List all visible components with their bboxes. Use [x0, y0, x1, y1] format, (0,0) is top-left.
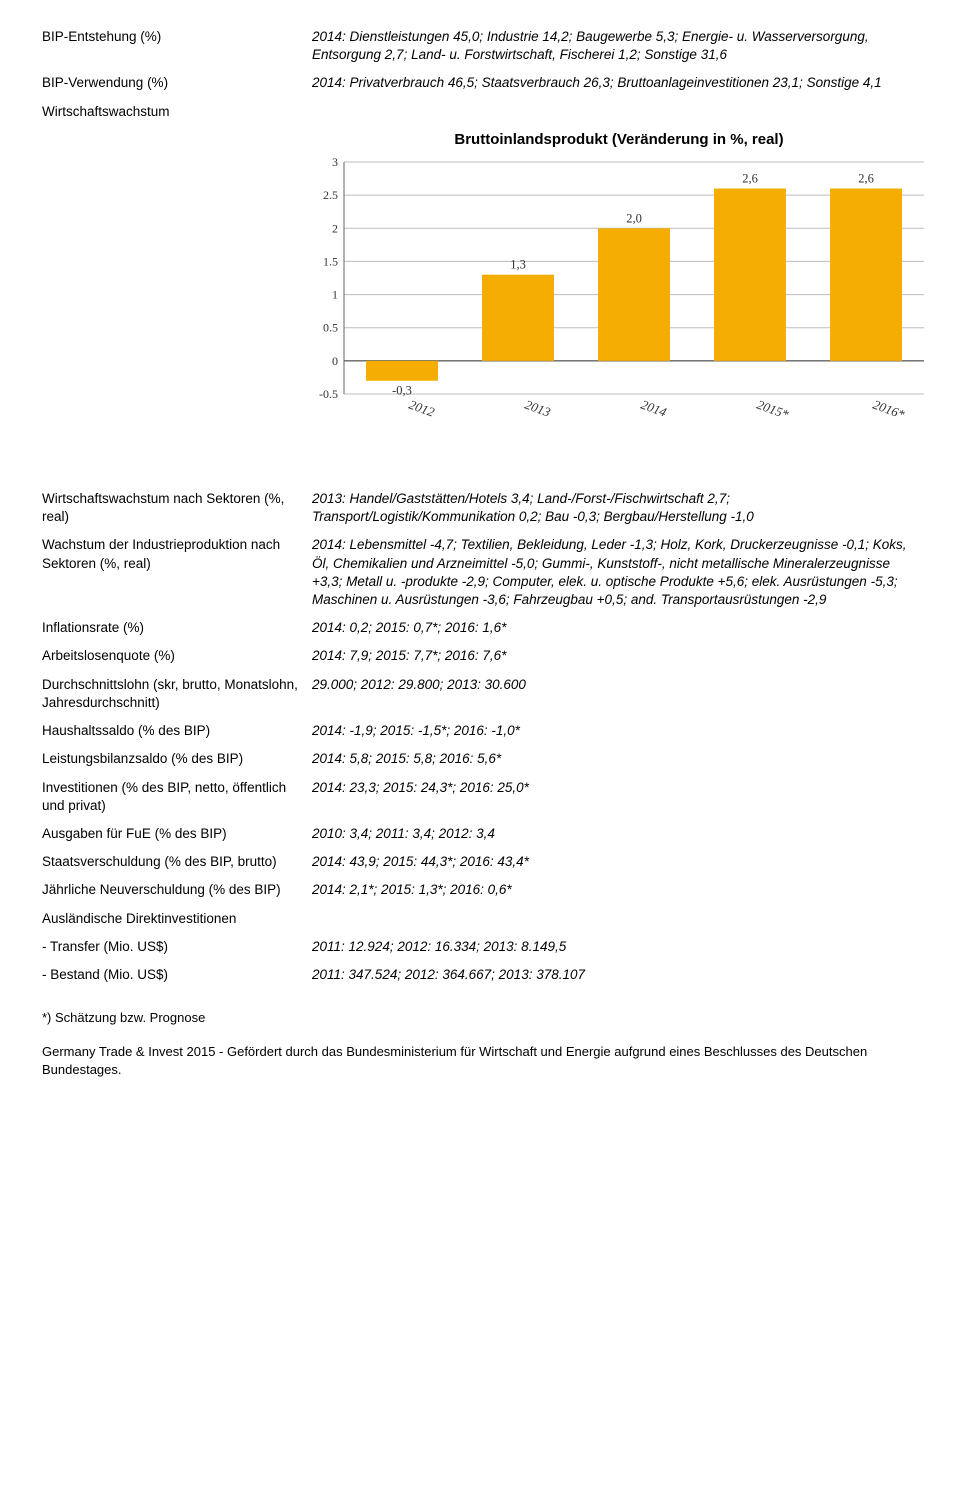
svg-text:0.5: 0.5: [323, 321, 338, 335]
mid-label-4: Durchschnittslohn (skr, brutto, Monatslo…: [42, 676, 312, 712]
mid-label-5: Haushaltssaldo (% des BIP): [42, 722, 312, 740]
mid-value-1: 2014: Lebensmittel -4,7; Textilien, Bekl…: [312, 536, 918, 609]
mid-label-8: Ausgaben für FuE (% des BIP): [42, 825, 312, 843]
top-label-0: BIP-Entstehung (%): [42, 28, 312, 46]
bip-chart: Bruttoinlandsprodukt (Veränderung in %, …: [304, 131, 934, 444]
mid-label-3: Arbeitslosenquote (%): [42, 647, 312, 665]
svg-text:1: 1: [332, 287, 338, 301]
mid-value-0: 2013: Handel/Gaststätten/Hotels 3,4; Lan…: [312, 490, 918, 526]
adi-label: Ausländische Direktinvestitionen: [42, 910, 312, 928]
mid-value-5: 2014: -1,9; 2015: -1,5*; 2016: -1,0*: [312, 722, 918, 740]
svg-text:0: 0: [332, 354, 338, 368]
mid-value-3: 2014: 7,9; 2015: 7,7*; 2016: 7,6*: [312, 647, 918, 665]
svg-text:2.5: 2.5: [323, 188, 338, 202]
svg-text:2,0: 2,0: [626, 211, 642, 225]
svg-text:2: 2: [332, 221, 338, 235]
svg-text:1.5: 1.5: [323, 254, 338, 268]
mid-value-9: 2014: 43,9; 2015: 44,3*; 2016: 43,4*: [312, 853, 918, 871]
svg-text:1,3: 1,3: [510, 258, 526, 272]
mid-label-0: Wirtschaftswachstum nach Sektoren (%, re…: [42, 490, 312, 526]
top-label-1: BIP-Verwendung (%): [42, 74, 312, 92]
svg-text:2,6: 2,6: [742, 171, 758, 185]
svg-text:-0.5: -0.5: [319, 387, 338, 401]
mid-value-4: 29.000; 2012: 29.800; 2013: 30.600: [312, 676, 918, 694]
mid-value-10: 2014: 2,1*; 2015: 1,3*; 2016: 0,6*: [312, 881, 918, 899]
mid-label-1: Wachstum der Industrieproduktion nach Se…: [42, 536, 312, 572]
mid-label-6: Leistungsbilanzsaldo (% des BIP): [42, 750, 312, 768]
footer: Germany Trade & Invest 2015 - Gefördert …: [42, 1043, 918, 1078]
adi-value-0: 2011: 12.924; 2012: 16.334; 2013: 8.149,…: [312, 938, 918, 956]
top-value-0: 2014: Dienstleistungen 45,0; Industrie 1…: [312, 28, 918, 64]
mid-value-8: 2010: 3,4; 2011: 3,4; 2012: 3,4: [312, 825, 918, 843]
chart-title: Bruttoinlandsprodukt (Veränderung in %, …: [304, 131, 934, 148]
adi-label-1: - Bestand (Mio. US$): [42, 966, 312, 984]
mid-value-6: 2014: 5,8; 2015: 5,8; 2016: 5,6*: [312, 750, 918, 768]
svg-text:2,6: 2,6: [858, 171, 874, 185]
top-value-1: 2014: Privatverbrauch 46,5; Staatsverbra…: [312, 74, 918, 92]
mid-label-9: Staatsverschuldung (% des BIP, brutto): [42, 853, 312, 871]
svg-text:3: 3: [332, 155, 338, 169]
svg-text:-0,3: -0,3: [392, 384, 412, 398]
mid-value-7: 2014: 23,3; 2015: 24,3*; 2016: 25,0*: [312, 779, 918, 797]
mid-label-7: Investitionen (% des BIP, netto, öffentl…: [42, 779, 312, 815]
adi-value-1: 2011: 347.524; 2012: 364.667; 2013: 378.…: [312, 966, 918, 984]
footnote: *) Schätzung bzw. Prognose: [42, 1010, 918, 1025]
mid-label-2: Inflationsrate (%): [42, 619, 312, 637]
adi-label-0: - Transfer (Mio. US$): [42, 938, 312, 956]
mid-label-10: Jährliche Neuverschuldung (% des BIP): [42, 881, 312, 899]
mid-value-2: 2014: 0,2; 2015: 0,7*; 2016: 1,6*: [312, 619, 918, 637]
ww-label: Wirtschaftswachstum: [42, 103, 312, 121]
